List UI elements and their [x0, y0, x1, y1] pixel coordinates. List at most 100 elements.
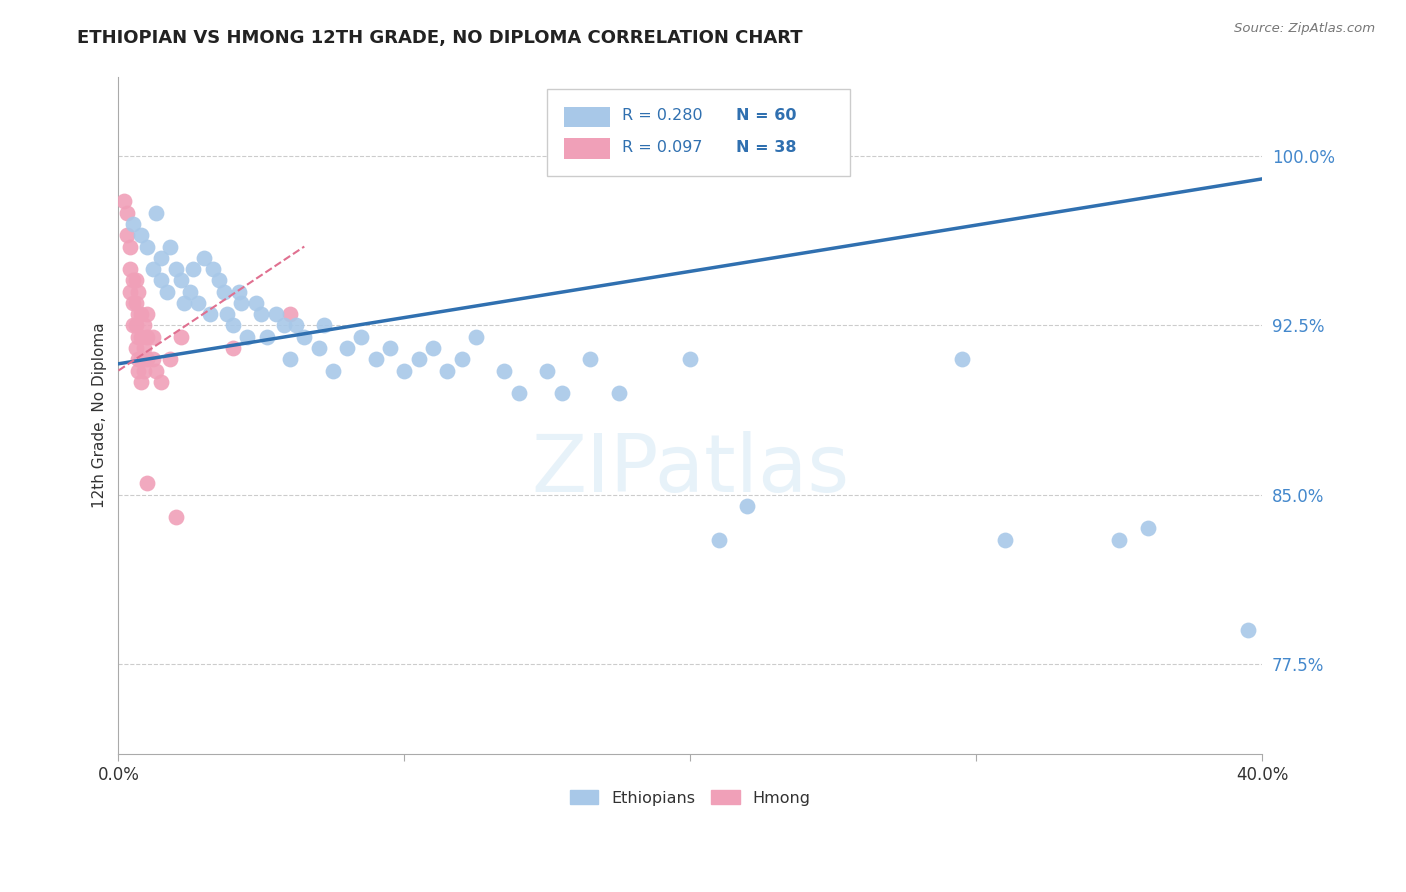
Point: [121, 296, 143, 310]
Legend: Ethiopians, Hmong: Ethiopians, Hmong: [562, 782, 818, 814]
Point: [364, 352, 387, 367]
Point: [131, 228, 153, 243]
Point: [165, 262, 187, 277]
Point: [118, 239, 141, 253]
Point: [150, 251, 173, 265]
Point: [450, 352, 472, 367]
Point: [607, 386, 630, 401]
Point: [707, 533, 730, 547]
Point: [124, 273, 146, 287]
Point: [127, 363, 149, 377]
Point: [336, 341, 359, 355]
Point: [222, 341, 245, 355]
Text: N = 38: N = 38: [735, 140, 796, 155]
Point: [136, 307, 159, 321]
Point: [308, 341, 330, 355]
Bar: [564, 106, 610, 127]
Bar: [564, 138, 610, 159]
Point: [173, 296, 195, 310]
Point: [112, 194, 135, 209]
Point: [121, 217, 143, 231]
Point: [115, 205, 138, 219]
Text: R = 0.280: R = 0.280: [621, 109, 702, 123]
Point: [142, 352, 165, 367]
Point: [394, 363, 416, 377]
Point: [124, 296, 146, 310]
Point: [118, 262, 141, 277]
Point: [256, 330, 278, 344]
Point: [159, 352, 181, 367]
Point: [118, 285, 141, 299]
Point: [207, 273, 229, 287]
Point: [273, 318, 295, 333]
Point: [278, 307, 301, 321]
Point: [124, 318, 146, 333]
Point: [127, 330, 149, 344]
Point: [134, 363, 156, 377]
Point: [145, 363, 167, 377]
Point: [131, 307, 153, 321]
Point: [124, 341, 146, 355]
Point: [181, 262, 204, 277]
Point: [494, 363, 516, 377]
Point: [131, 330, 153, 344]
Point: [193, 251, 215, 265]
Point: [136, 476, 159, 491]
Point: [136, 352, 159, 367]
Point: [950, 352, 973, 367]
FancyBboxPatch shape: [547, 89, 851, 176]
Point: [136, 239, 159, 253]
Point: [536, 363, 558, 377]
Point: [145, 205, 167, 219]
Point: [131, 352, 153, 367]
Point: [378, 341, 401, 355]
Point: [127, 352, 149, 367]
Point: [350, 330, 373, 344]
Point: [264, 307, 287, 321]
Point: [222, 318, 245, 333]
Point: [250, 307, 273, 321]
Point: [322, 363, 344, 377]
Point: [142, 262, 165, 277]
Point: [579, 352, 602, 367]
Text: ZIPatlas: ZIPatlas: [531, 431, 849, 508]
Point: [150, 375, 173, 389]
Point: [127, 307, 149, 321]
Point: [422, 341, 444, 355]
Point: [212, 285, 235, 299]
Point: [408, 352, 430, 367]
Point: [134, 341, 156, 355]
Text: R = 0.097: R = 0.097: [621, 140, 702, 155]
Point: [201, 262, 224, 277]
Point: [679, 352, 702, 367]
Point: [314, 318, 336, 333]
Text: N = 60: N = 60: [735, 109, 796, 123]
Point: [550, 386, 572, 401]
Text: ETHIOPIAN VS HMONG 12TH GRADE, NO DIPLOMA CORRELATION CHART: ETHIOPIAN VS HMONG 12TH GRADE, NO DIPLOM…: [77, 29, 803, 46]
Point: [159, 239, 181, 253]
Point: [115, 228, 138, 243]
Point: [1136, 521, 1159, 535]
Point: [150, 273, 173, 287]
Point: [187, 296, 209, 310]
Point: [165, 510, 187, 524]
Point: [228, 285, 250, 299]
Point: [994, 533, 1017, 547]
Point: [127, 285, 149, 299]
Point: [179, 285, 201, 299]
Text: Source: ZipAtlas.com: Source: ZipAtlas.com: [1234, 22, 1375, 36]
Point: [170, 330, 193, 344]
Point: [134, 318, 156, 333]
Y-axis label: 12th Grade, No Diploma: 12th Grade, No Diploma: [93, 323, 107, 508]
Point: [231, 296, 253, 310]
Point: [170, 273, 193, 287]
Point: [121, 273, 143, 287]
Point: [1108, 533, 1130, 547]
Point: [464, 330, 486, 344]
Point: [245, 296, 267, 310]
Point: [236, 330, 259, 344]
Point: [156, 285, 179, 299]
Point: [142, 330, 165, 344]
Point: [198, 307, 221, 321]
Point: [508, 386, 530, 401]
